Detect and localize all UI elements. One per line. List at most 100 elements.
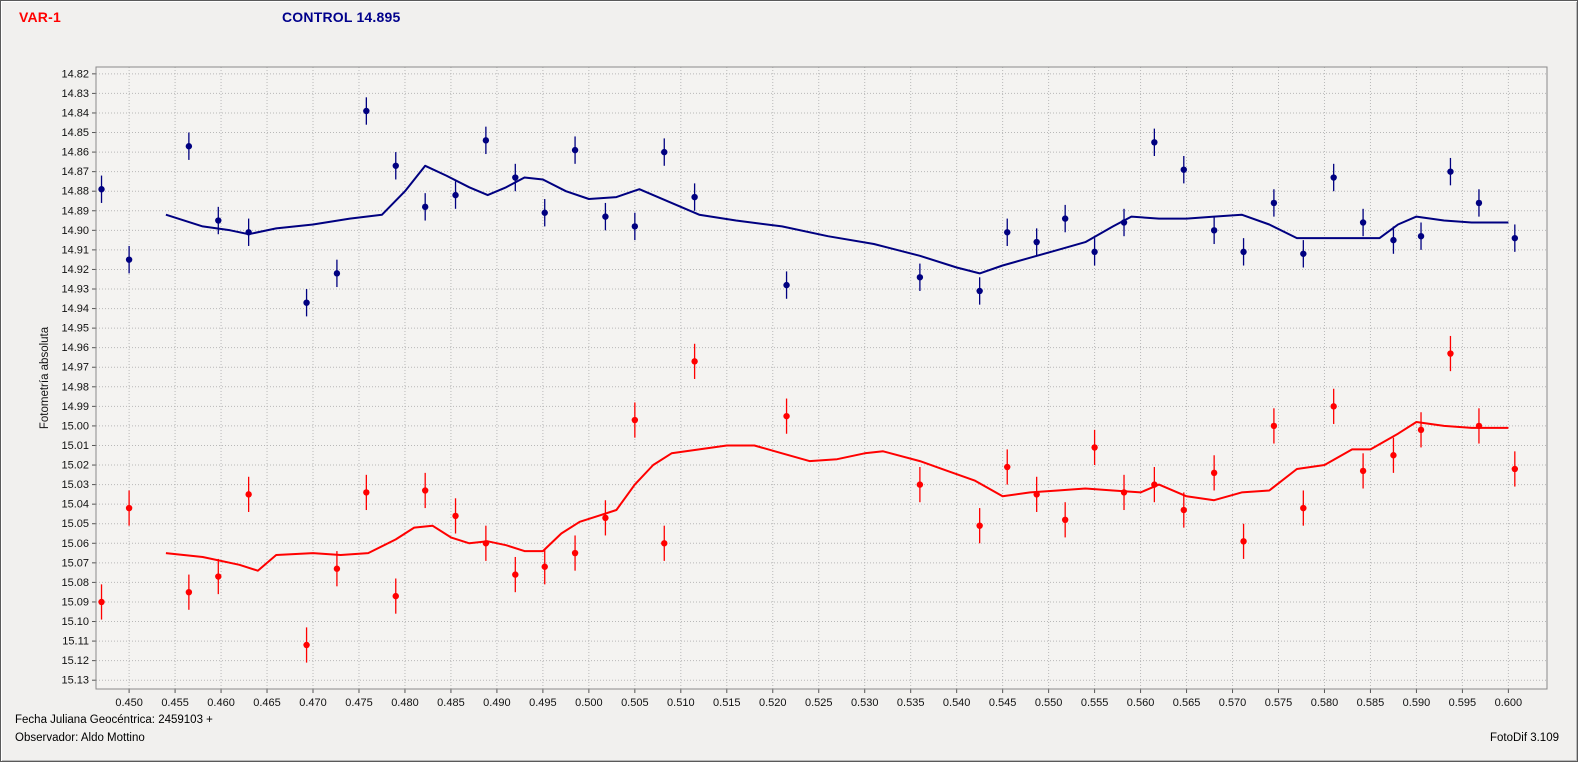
data-point-control bbox=[783, 281, 790, 289]
y-tick-label: 14.94 bbox=[61, 303, 89, 315]
y-tick-label: 15.07 bbox=[61, 557, 89, 569]
app-version-label: FotoDif 3.109 bbox=[1489, 732, 1559, 744]
y-tick-label: 14.84 bbox=[61, 107, 89, 119]
data-point-var bbox=[303, 641, 310, 649]
data-point-var bbox=[541, 563, 548, 570]
y-tick-label: 15.05 bbox=[61, 518, 89, 530]
data-point-control bbox=[1475, 199, 1483, 207]
data-point-var bbox=[571, 549, 579, 557]
data-point-control bbox=[333, 270, 341, 277]
data-point-var bbox=[421, 487, 429, 494]
y-tick-label: 15.06 bbox=[61, 538, 89, 550]
data-point-control bbox=[1300, 250, 1307, 257]
trend-line-var bbox=[165, 421, 1509, 572]
y-tick-label: 14.96 bbox=[61, 342, 89, 354]
data-point-control bbox=[482, 137, 490, 144]
data-point-control bbox=[691, 193, 698, 201]
data-point-var bbox=[1417, 426, 1425, 434]
y-axis-title: Fotometría absoluta bbox=[39, 326, 51, 429]
data-point-control bbox=[125, 256, 133, 263]
x-tick-label: 0.535 bbox=[897, 697, 925, 709]
data-point-control bbox=[245, 229, 252, 236]
data-point-control bbox=[303, 299, 310, 306]
data-point-var bbox=[482, 540, 490, 547]
y-tick-label: 14.85 bbox=[61, 127, 89, 139]
data-point-var bbox=[1330, 403, 1337, 410]
data-point-var bbox=[1390, 452, 1397, 459]
data-point-control bbox=[1359, 219, 1367, 226]
x-tick-label: 0.465 bbox=[253, 697, 281, 709]
y-tick-label: 14.90 bbox=[61, 225, 89, 237]
x-tick-label: 0.530 bbox=[851, 697, 879, 709]
x-tick-label: 0.520 bbox=[759, 697, 787, 709]
data-point-var bbox=[631, 416, 639, 424]
data-point-var bbox=[185, 588, 193, 596]
data-point-control bbox=[1091, 248, 1098, 256]
data-point-var bbox=[392, 592, 399, 600]
y-tick-label: 14.89 bbox=[61, 205, 89, 217]
x-tick-label: 0.480 bbox=[391, 697, 419, 709]
data-point-control bbox=[571, 146, 579, 154]
data-point-control bbox=[1210, 227, 1218, 234]
data-point-control bbox=[541, 209, 548, 216]
x-tick-label: 0.550 bbox=[1035, 697, 1063, 709]
y-tick-label: 15.01 bbox=[61, 440, 89, 452]
plot-frame bbox=[95, 66, 1548, 690]
x-tick-label: 0.565 bbox=[1173, 697, 1201, 709]
data-point-var bbox=[1151, 481, 1158, 488]
x-tick-label: 0.525 bbox=[805, 697, 833, 709]
data-point-control bbox=[215, 217, 222, 224]
x-tick-label: 0.485 bbox=[437, 697, 465, 709]
data-point-control bbox=[1033, 238, 1040, 246]
plot-background bbox=[96, 67, 1547, 689]
data-point-control bbox=[1240, 248, 1247, 256]
x-tick-label: 0.570 bbox=[1219, 697, 1247, 709]
data-point-control bbox=[1004, 229, 1011, 236]
data-point-control bbox=[916, 274, 924, 281]
y-tick-label: 14.95 bbox=[61, 323, 89, 335]
data-point-control bbox=[363, 107, 370, 115]
x-tick-label: 0.595 bbox=[1449, 697, 1477, 709]
data-point-control bbox=[1330, 174, 1337, 181]
x-tick-label: 0.515 bbox=[713, 697, 741, 709]
data-point-control bbox=[98, 186, 105, 193]
data-point-var bbox=[1120, 489, 1128, 496]
data-point-var bbox=[452, 512, 459, 520]
x-tick-label: 0.560 bbox=[1127, 697, 1155, 709]
data-point-var bbox=[1240, 538, 1247, 545]
data-point-var bbox=[1511, 465, 1519, 473]
y-tick-label: 14.83 bbox=[61, 88, 89, 100]
observer-label: Observador: Aldo Mottino bbox=[15, 732, 145, 744]
var-title: VAR-1 bbox=[19, 9, 61, 25]
data-point-control bbox=[976, 287, 983, 295]
data-point-control bbox=[1417, 232, 1425, 240]
y-tick-label: 14.88 bbox=[61, 186, 89, 198]
x-tick-label: 0.540 bbox=[943, 697, 971, 709]
y-tick-label: 15.11 bbox=[62, 636, 89, 648]
data-point-var bbox=[98, 598, 105, 606]
y-tick-label: 14.93 bbox=[61, 284, 89, 296]
data-point-var bbox=[1447, 350, 1454, 357]
x-tick-label: 0.590 bbox=[1403, 697, 1431, 709]
data-point-control bbox=[1270, 199, 1278, 207]
data-point-var bbox=[1033, 491, 1040, 498]
data-point-var bbox=[976, 522, 983, 529]
x-tick-label: 0.495 bbox=[529, 697, 557, 709]
x-tick-label: 0.500 bbox=[575, 697, 603, 709]
y-tick-label: 15.08 bbox=[61, 577, 89, 589]
x-tick-label: 0.555 bbox=[1081, 697, 1109, 709]
x-tick-label: 0.450 bbox=[115, 697, 143, 709]
x-tick-label: 0.470 bbox=[299, 697, 327, 709]
data-point-var bbox=[1061, 516, 1069, 524]
x-tick-label: 0.510 bbox=[667, 697, 695, 709]
data-point-control bbox=[392, 162, 399, 169]
y-tick-label: 15.04 bbox=[61, 499, 89, 511]
x-tick-label: 0.505 bbox=[621, 697, 649, 709]
data-point-control bbox=[1447, 168, 1454, 175]
data-point-var bbox=[1270, 422, 1278, 430]
y-tick-label: 15.03 bbox=[61, 479, 89, 491]
x-tick-label: 0.460 bbox=[207, 697, 235, 709]
trend-line-control bbox=[165, 164, 1509, 275]
